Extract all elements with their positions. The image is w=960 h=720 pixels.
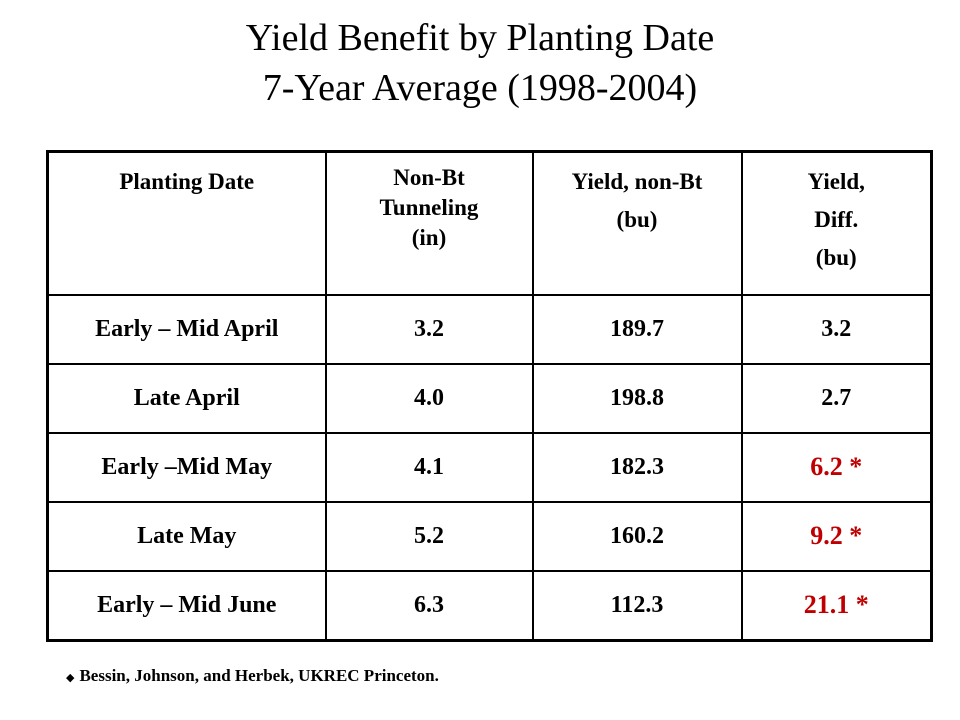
slide-title: Yield Benefit by Planting Date (245, 17, 715, 59)
cell-yield-non-bt: 160.2 (531, 500, 743, 572)
yield-table: Planting Date Non-Bt Tunneling (in) Yiel… (46, 150, 933, 642)
cell-tunneling: 4.1 (324, 431, 534, 503)
cell-yield-non-bt: 112.3 (531, 569, 743, 641)
header-line: (bu) (616, 207, 658, 232)
header-line: Non-Bt (393, 165, 465, 190)
table-row: Early –Mid May 4.1 182.3 6.2 * (46, 431, 933, 503)
footnote-text: Bessin, Johnson, and Herbek, UKREC Princ… (79, 666, 439, 685)
cell-tunneling: 4.0 (324, 362, 534, 434)
table-row: Late April 4.0 198.8 2.7 (46, 362, 933, 434)
cell-yield-diff: 21.1 * (740, 569, 933, 641)
header-line: Tunneling (379, 195, 479, 220)
header-line: (bu) (815, 245, 857, 270)
cell-yield-non-bt: 182.3 (531, 431, 743, 503)
cell-planting-date: Late April (46, 362, 327, 434)
header-yield-diff: Yield, Diff. (bu) (740, 150, 933, 296)
header-line: (in) (411, 225, 447, 250)
cell-tunneling: 5.2 (324, 500, 534, 572)
cell-tunneling: 6.3 (324, 569, 534, 641)
table-header-row: Planting Date Non-Bt Tunneling (in) Yiel… (46, 150, 933, 296)
cell-yield-non-bt: 189.7 (531, 293, 743, 365)
cell-planting-date: Late May (46, 500, 327, 572)
diamond-bullet-icon: ◆ (66, 671, 75, 684)
header-tunneling: Non-Bt Tunneling (in) (324, 150, 534, 296)
cell-yield-diff: 9.2 * (740, 500, 933, 572)
table-row: Early – Mid June 6.3 112.3 21.1 * (46, 569, 933, 641)
cell-tunneling: 3.2 (324, 293, 534, 365)
table-row: Early – Mid April 3.2 189.7 3.2 (46, 293, 933, 365)
header-planting-date: Planting Date (46, 150, 327, 296)
table-body: Early – Mid April 3.2 189.7 3.2 Late April 4.… (46, 293, 933, 641)
cell-planting-date: Early – Mid June (46, 569, 327, 641)
table-row: Late May 5.2 160.2 9.2 * (46, 500, 933, 572)
header-line: Yield, (807, 169, 865, 194)
cell-yield-diff: 3.2 (740, 293, 933, 365)
cell-planting-date: Early –Mid May (46, 431, 327, 503)
slide-subtitle: 7-Year Average (1998-2004) (262, 67, 698, 109)
header-yield-non-bt: Yield, non-Bt (bu) (531, 150, 743, 296)
header-line: Yield, non-Bt (571, 169, 703, 194)
cell-yield-non-bt: 198.8 (531, 362, 743, 434)
cell-planting-date: Early – Mid April (46, 293, 327, 365)
source-footnote: ◆ Bessin, Johnson, and Herbek, UKREC Prin… (66, 666, 439, 686)
cell-yield-diff: 2.7 (740, 362, 933, 434)
header-line: Diff. (814, 207, 859, 232)
cell-yield-diff: 6.2 * (740, 431, 933, 503)
header-line: Planting Date (119, 169, 255, 194)
